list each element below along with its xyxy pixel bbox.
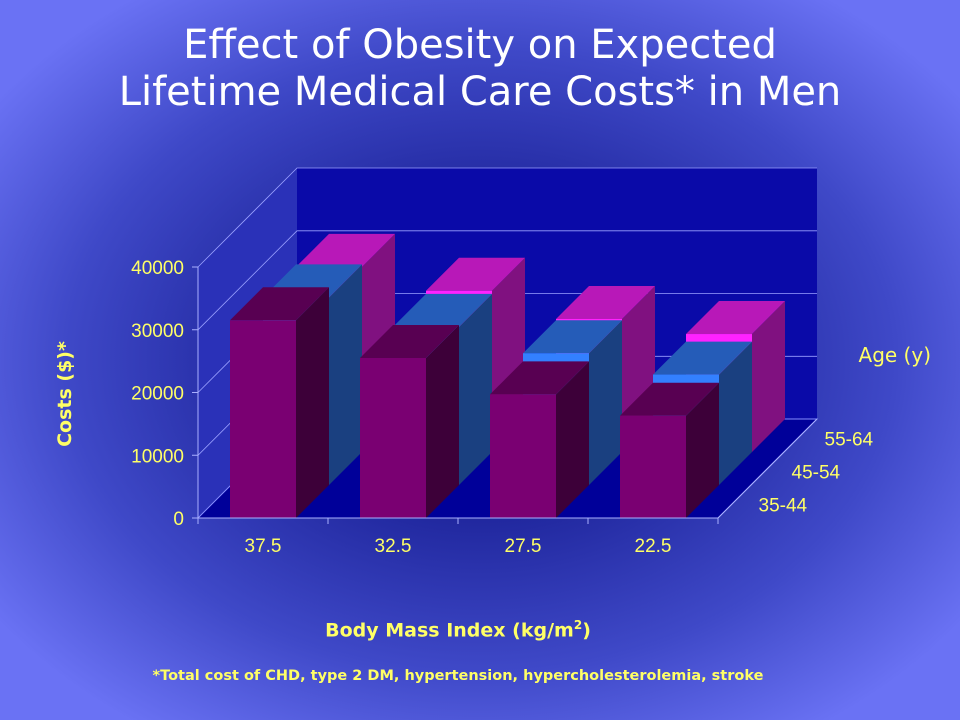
bar bbox=[360, 325, 459, 518]
bar-front bbox=[620, 415, 686, 518]
bar-side bbox=[329, 264, 362, 485]
bar-top bbox=[426, 257, 525, 291]
bar-front bbox=[360, 357, 426, 518]
footnote: *Total cost of CHD, type 2 DM, hypertens… bbox=[152, 668, 764, 684]
bar bbox=[230, 287, 329, 518]
legend-title: Age (y) bbox=[859, 343, 931, 367]
x-axis-title: Body Mass Index (kg/m2) bbox=[0, 618, 916, 641]
bar-top bbox=[296, 233, 395, 267]
bar-top bbox=[393, 293, 492, 327]
bar-side bbox=[296, 287, 329, 518]
bar-top bbox=[360, 325, 459, 358]
x-axis-ticks: 37.5 32.5 27.5 22.5 bbox=[197, 518, 719, 557]
x-tick-label: 32.5 bbox=[375, 536, 412, 557]
bar-front bbox=[230, 320, 296, 518]
bar-top bbox=[523, 320, 622, 354]
y-tick-label: 30000 bbox=[131, 321, 184, 342]
bar-front bbox=[490, 394, 556, 518]
bar-side bbox=[459, 293, 492, 485]
bar-side bbox=[686, 382, 719, 518]
depth-axis-line bbox=[717, 418, 818, 519]
y-axis-ticks: 0 10000 20000 30000 40000 bbox=[131, 258, 198, 530]
title-line-2: Lifetime Medical Care Costs* in Men bbox=[118, 69, 842, 115]
x-tick-label: 27.5 bbox=[505, 536, 542, 557]
bar-side bbox=[589, 320, 622, 485]
bar-top bbox=[620, 382, 719, 416]
bar-side bbox=[556, 361, 589, 518]
slide-title: Effect of Obesity on Expected Lifetime M… bbox=[0, 22, 960, 116]
gridline bbox=[197, 167, 817, 268]
y-tick-label: 20000 bbox=[131, 384, 184, 405]
bar bbox=[490, 361, 589, 518]
y-tick-label: 10000 bbox=[131, 446, 184, 467]
x-tick-label: 37.5 bbox=[245, 536, 282, 557]
bars bbox=[230, 233, 785, 518]
x-tick-label: 22.5 bbox=[635, 536, 672, 557]
bar-side bbox=[752, 301, 785, 452]
bar bbox=[620, 382, 719, 518]
bar-top bbox=[490, 361, 589, 395]
y-tick-label: 40000 bbox=[131, 258, 184, 279]
bar-series-35-44 bbox=[230, 287, 719, 518]
y-axis-title: Costs ($)* bbox=[54, 341, 76, 447]
series-label: 45-54 bbox=[792, 463, 841, 484]
depth-axis-labels: 35-44 45-54 55-64 bbox=[759, 430, 874, 517]
title-line-1: Effect of Obesity on Expected bbox=[183, 22, 777, 68]
bar-side bbox=[426, 325, 459, 518]
series-label: 35-44 bbox=[759, 496, 808, 517]
bar-top bbox=[556, 286, 655, 319]
bar-top bbox=[686, 301, 785, 334]
y-tick-label: 0 bbox=[173, 509, 184, 530]
x-axis-title-close: ) bbox=[582, 619, 591, 642]
bar-side bbox=[719, 341, 752, 485]
series-label: 55-64 bbox=[825, 430, 874, 451]
gridline bbox=[197, 230, 817, 331]
x-axis-title-superscript: 2 bbox=[573, 618, 583, 632]
bar-top bbox=[653, 341, 752, 375]
x-axis-title-text: Body Mass Index (kg/m bbox=[325, 619, 574, 642]
bar-top bbox=[230, 287, 329, 321]
